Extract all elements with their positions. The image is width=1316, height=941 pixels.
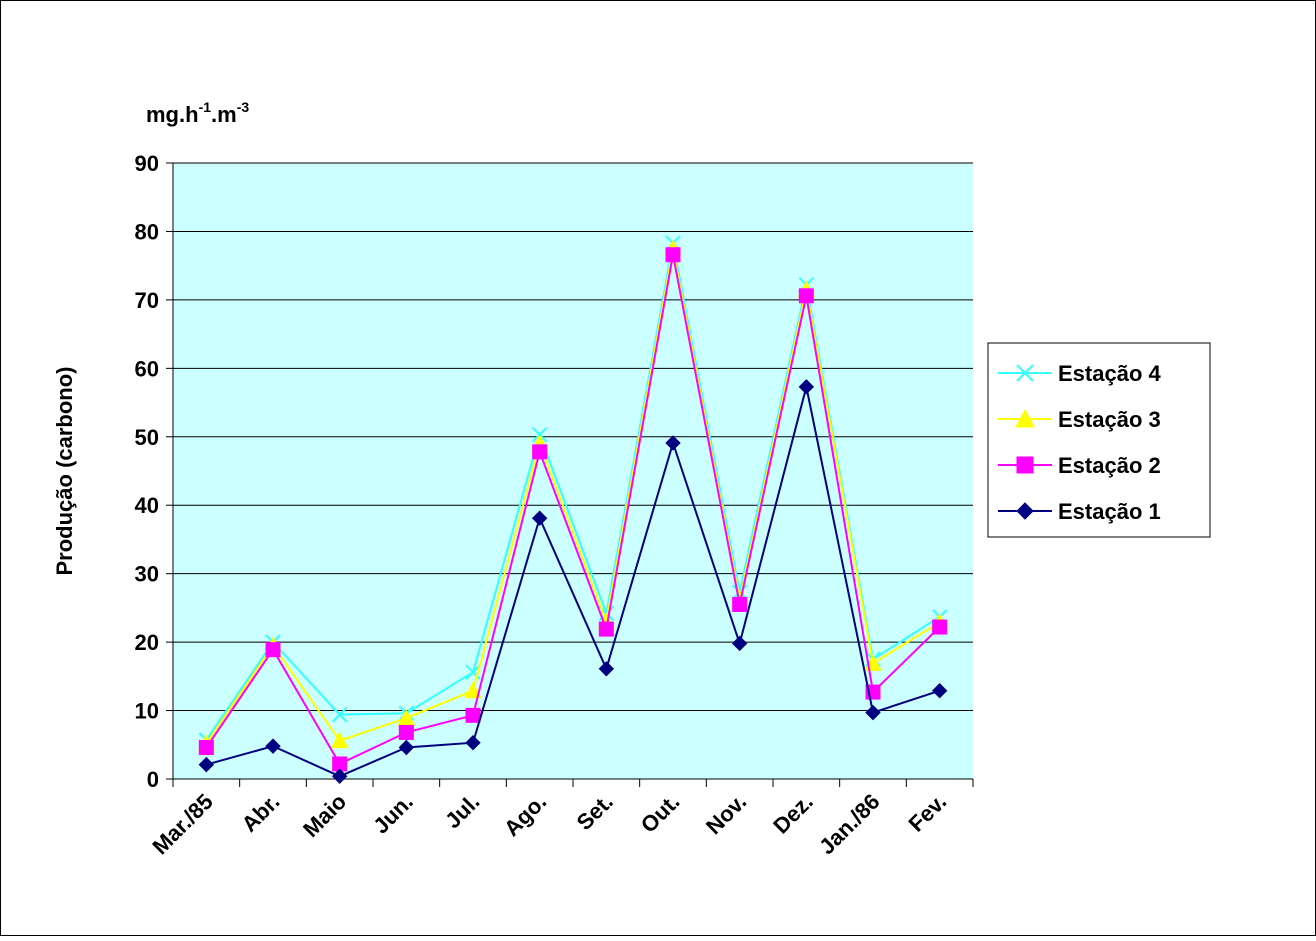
data-point (865, 704, 881, 721)
data-point (464, 681, 482, 699)
y-tick-label: 90 (135, 151, 159, 176)
data-point (265, 642, 281, 658)
data-point (932, 619, 948, 635)
unit-label-exp1: -1 (199, 99, 212, 115)
data-point (331, 706, 348, 723)
data-point (465, 707, 481, 723)
legend: Estação 4 Estação 3 Estação 2 Estação 1 (987, 342, 1211, 538)
data-point-stroke (465, 664, 481, 680)
y-tick-label: 0 (147, 767, 159, 792)
legend-entry: Estação 1 (998, 499, 1161, 524)
data-point (398, 739, 415, 756)
data-point (731, 635, 748, 652)
series-layer (197, 235, 949, 784)
y-tick-label: 30 (135, 562, 159, 587)
legend-label: Estação 4 (1058, 361, 1161, 386)
legend-label: Estação 2 (1058, 453, 1161, 478)
y-axis-label: Produção (carbono) (52, 366, 77, 575)
unit-label-base2: .m (211, 102, 237, 127)
data-point (1015, 408, 1035, 428)
y-tick-label: 80 (135, 219, 159, 244)
gridlines (173, 162, 973, 712)
y-tick-label: 20 (135, 630, 159, 655)
data-point (598, 621, 614, 637)
data-point-stroke (1016, 364, 1034, 382)
data-point (265, 738, 281, 754)
data-point (532, 444, 548, 460)
series-line (205, 254, 941, 766)
data-point (531, 510, 548, 526)
data-point-stroke (331, 706, 348, 723)
unit-label-exp2: -3 (237, 99, 250, 115)
legend-label: Estação 3 (1058, 407, 1161, 432)
data-point (665, 247, 681, 263)
legend-entry: Estação 3 (998, 407, 1161, 432)
data-point (931, 682, 948, 699)
legend-label: Estação 1 (1058, 499, 1161, 524)
data-point (598, 661, 615, 677)
data-point (465, 735, 481, 751)
series-2 (198, 247, 948, 772)
data-point (1016, 502, 1034, 520)
data-point (798, 379, 815, 395)
data-point (798, 288, 814, 304)
y-tick-label: 40 (135, 493, 159, 518)
unit-label-base1: mg.h (146, 102, 199, 127)
data-point (732, 596, 748, 612)
y-tick-label: 50 (135, 425, 159, 450)
series-line (206, 386, 940, 778)
series-1 (198, 379, 948, 784)
data-point (331, 768, 348, 784)
legend-entry: Estação 2 (998, 453, 1161, 478)
data-point (1016, 364, 1034, 382)
y-tick-label: 10 (135, 699, 159, 724)
y-tick-label: 60 (135, 356, 159, 381)
data-point (330, 731, 349, 749)
data-point (1016, 456, 1034, 474)
data-point (665, 435, 681, 451)
data-point (398, 724, 414, 740)
unit-label: mg.h-1.m-3 (146, 99, 249, 127)
y-tick-label: 70 (135, 288, 159, 313)
data-point (198, 756, 215, 773)
series-line (205, 248, 941, 744)
plot-area (173, 163, 973, 779)
legend-entry: Estação 4 (998, 361, 1161, 386)
data-point (198, 740, 214, 756)
